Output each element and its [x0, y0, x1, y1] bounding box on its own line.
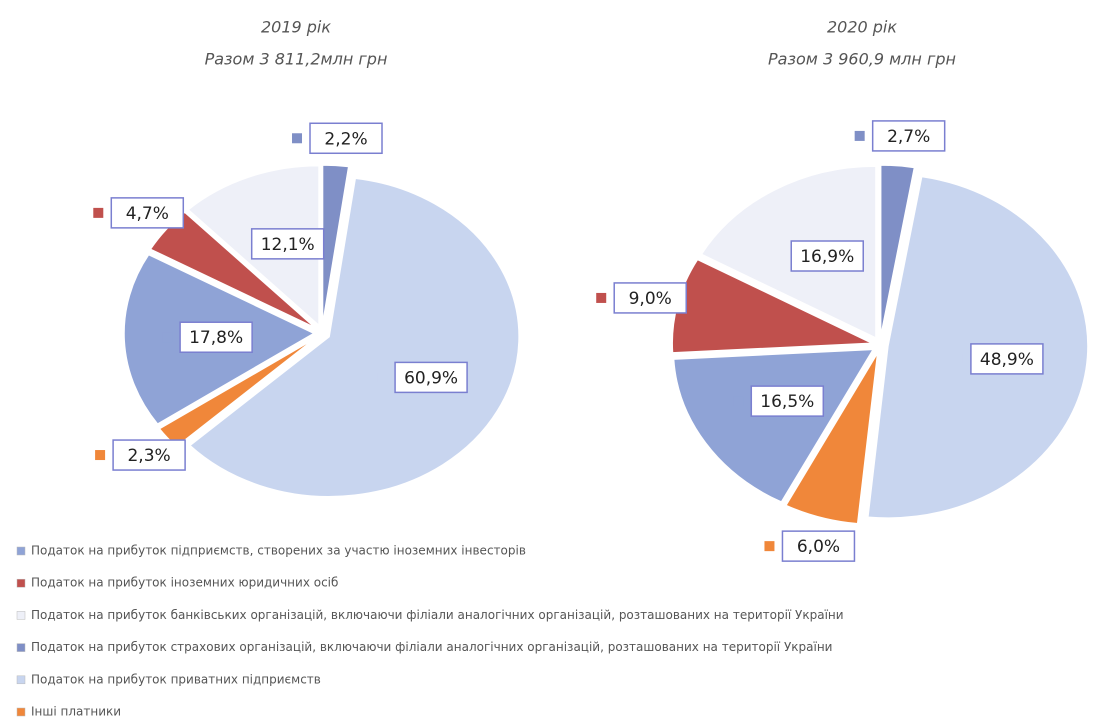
pie-slice — [188, 177, 520, 498]
legend-key — [16, 546, 26, 556]
pie-slice — [321, 164, 350, 326]
label-box — [309, 122, 383, 155]
data-label: 16,9% — [800, 247, 854, 267]
data-label: 2,3% — [127, 446, 170, 466]
label-key — [773, 251, 784, 262]
label-key — [162, 332, 173, 343]
chart-subtitle: Разом 3 960,9 млн грн — [768, 50, 956, 69]
data-label: 6,0% — [797, 537, 840, 557]
label-key — [854, 130, 865, 141]
label-box — [250, 228, 325, 260]
legend-key — [16, 611, 26, 620]
data-label: 9,0% — [629, 289, 672, 309]
label-box — [110, 197, 185, 229]
label-key — [377, 372, 388, 383]
label-box — [871, 120, 946, 152]
legend-label: Інші платники — [31, 705, 121, 719]
data-label: 2,2% — [324, 129, 367, 149]
chart-title: 2020 рік — [827, 18, 897, 37]
legend-key — [16, 675, 26, 685]
data-label: 12,1% — [261, 235, 315, 255]
label-key — [95, 450, 106, 461]
label-box — [790, 240, 864, 272]
label-key — [764, 541, 775, 552]
legend-label: Податок на прибуток банківських організа… — [31, 608, 844, 622]
data-label: 17,8% — [189, 328, 243, 348]
label-key — [596, 292, 607, 303]
label-key — [292, 133, 303, 144]
legend-key — [16, 707, 26, 717]
chart-subtitle: Разом 3 811,2млн грн — [205, 50, 388, 69]
legend-label: Податок на прибуток іноземних юридичних … — [31, 576, 338, 590]
legend-key — [16, 643, 26, 652]
data-label: 16,5% — [760, 392, 814, 412]
legend-label: Податок на прибуток приватних підприємст… — [31, 672, 321, 686]
label-box — [970, 343, 1044, 375]
label-key — [733, 396, 744, 407]
label-box — [112, 439, 186, 471]
data-label: 4,7% — [126, 204, 169, 224]
label-box — [781, 530, 856, 562]
legend-label: Податок на прибуток підприємств, створен… — [31, 544, 526, 558]
data-label: 2,7% — [887, 127, 930, 147]
label-box — [613, 282, 687, 314]
label-box — [750, 385, 825, 417]
pie-slice — [784, 352, 879, 525]
legend-label: Податок на прибуток страхових організаці… — [31, 640, 832, 654]
label-key — [93, 207, 104, 218]
pie-slice — [700, 165, 877, 340]
label-key — [952, 353, 963, 364]
pie-slice — [879, 164, 916, 338]
label-box — [179, 321, 253, 353]
chart-title: 2019 рік — [261, 18, 331, 37]
label-key — [233, 238, 244, 249]
label-box — [394, 361, 468, 394]
legend-key — [16, 578, 26, 588]
data-label: 48,9% — [980, 350, 1034, 370]
pie-slice — [149, 211, 317, 329]
data-label: 60,9% — [404, 368, 458, 388]
